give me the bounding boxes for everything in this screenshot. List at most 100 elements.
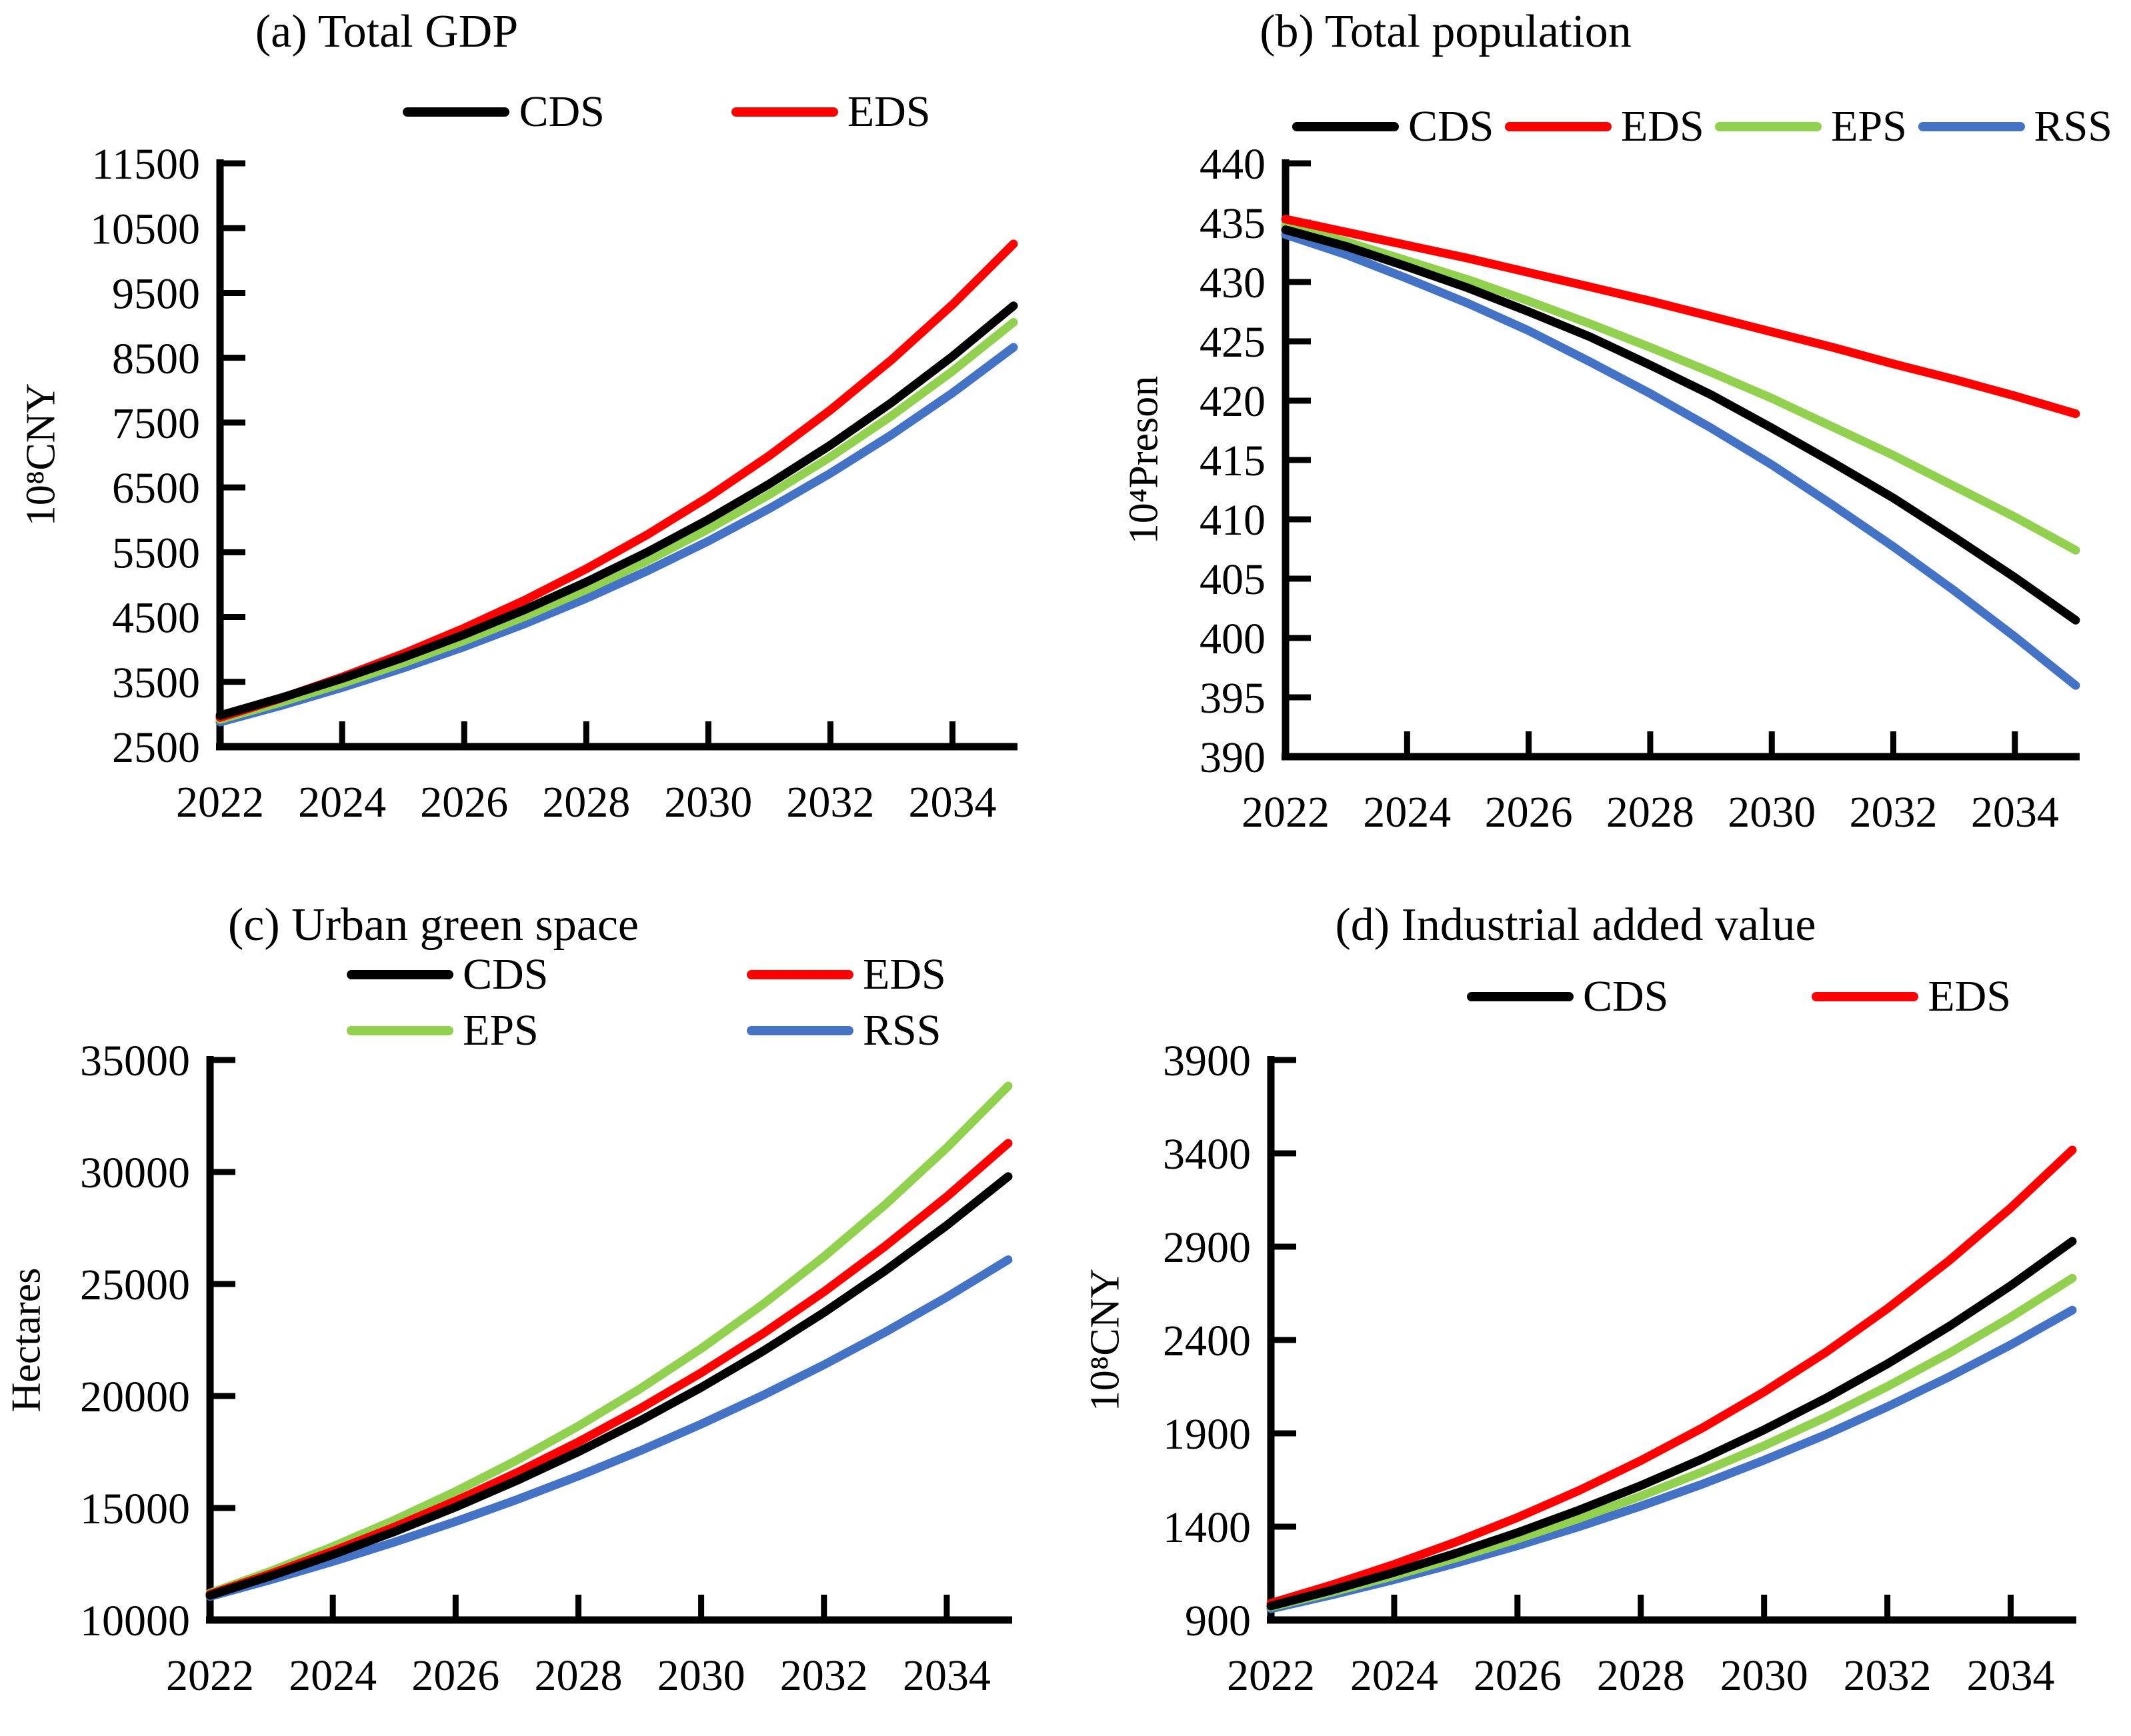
x-tick-label: 2022 xyxy=(1242,788,1330,837)
legend-item-cds: CDS xyxy=(1466,971,1669,1022)
legend-item-cds: CDS xyxy=(1292,101,1494,152)
x-tick-label: 2034 xyxy=(1971,788,2059,837)
x-tick-label: 2022 xyxy=(166,1651,254,1700)
x-tick-label: 2024 xyxy=(1363,788,1451,837)
panel-title: (c) Urban green space xyxy=(227,899,639,951)
y-tick-label: 10500 xyxy=(90,205,200,253)
legend-label: CDS xyxy=(519,87,605,136)
legend-item-eds: EDS xyxy=(1504,101,1704,152)
legend-label: CDS xyxy=(1582,972,1669,1021)
x-tick-label: 2028 xyxy=(1606,788,1694,837)
legend-label: RSS xyxy=(863,1006,941,1055)
y-tick-label: 400 xyxy=(1200,615,1266,663)
y-tick-label: 3400 xyxy=(1163,1130,1251,1179)
x-tick-label: 2032 xyxy=(786,778,874,827)
x-tick-label: 2022 xyxy=(176,778,264,827)
legend-label: EDS xyxy=(863,950,946,999)
legend-label: EDS xyxy=(1928,972,2012,1021)
legend-item-eds: EDS xyxy=(747,949,946,1000)
y-tick-label: 440 xyxy=(1200,140,1266,189)
legend-line-swatch-rss xyxy=(1918,122,2025,131)
legend-line-swatch-rss xyxy=(747,1026,853,1035)
legend-item-rss: RSS xyxy=(1918,101,2112,152)
legend-line-swatch-cds xyxy=(1466,992,1574,1001)
legend-line-swatch-eds xyxy=(747,970,853,979)
legend-line-swatch-eds xyxy=(1812,992,1919,1001)
series-line-eds xyxy=(1281,215,2080,419)
y-tick-label: 420 xyxy=(1200,377,1266,426)
x-tick-label: 2024 xyxy=(289,1651,377,1700)
series-line-cds xyxy=(205,1172,1013,1600)
series-line-eds xyxy=(205,1139,1013,1599)
y-tick-label: 405 xyxy=(1200,555,1266,604)
series-line-cds xyxy=(1266,1237,2077,1611)
y-tick-label: 15000 xyxy=(80,1485,190,1533)
y-tick-label: 20000 xyxy=(80,1373,190,1421)
panel-total-population: 390 395 400 405 410 415 420 425 430 435 440 2022 202… xyxy=(1066,0,2131,868)
x-tick-label: 2032 xyxy=(1844,1651,1932,1700)
panel-title: (b) Total population xyxy=(1260,6,1632,57)
series-line-cds xyxy=(215,301,1018,720)
series-line-rss xyxy=(205,1255,1013,1601)
y-tick-label: 3900 xyxy=(1163,1037,1251,1085)
legend: CDS EDS EPS RSS xyxy=(347,949,946,1056)
y-tick-label: 9500 xyxy=(112,270,200,319)
x-tick-label: 2026 xyxy=(1474,1651,1562,1700)
legend-item-eps: EPS xyxy=(1715,101,1907,152)
series-line-eps xyxy=(205,1081,1013,1598)
legend-item-cds: CDS xyxy=(403,87,605,137)
legend-line-swatch-eps xyxy=(347,1026,453,1035)
x-tick-label: 2026 xyxy=(411,1651,499,1700)
y-tick-label: 390 xyxy=(1200,733,1266,782)
x-tick-label: 2028 xyxy=(534,1651,622,1700)
y-tick-label: 435 xyxy=(1200,199,1266,248)
series-line-eps xyxy=(215,317,1018,724)
y-tick-label: 1400 xyxy=(1163,1503,1251,1552)
y-tick-label: 30000 xyxy=(80,1149,190,1197)
legend-item-eds: EDS xyxy=(1812,971,2011,1022)
total-gdp-chart-svg: 2500 3500 4500 5500 6500 7500 8500 9500 10500 115… xyxy=(90,140,1018,827)
x-tick-label: 2032 xyxy=(1850,788,1938,837)
x-tick-label: 2034 xyxy=(903,1651,991,1700)
x-tick-label: 2030 xyxy=(1720,1651,1808,1700)
x-tick-label: 2034 xyxy=(1967,1651,2055,1700)
y-axis-label: 10⁸CNY xyxy=(18,383,64,527)
legend: CDS EDS EPS RSS xyxy=(1292,101,2112,152)
legend: CDS EDS xyxy=(1339,971,2131,1022)
y-tick-label: 2500 xyxy=(112,723,200,772)
series-line-cds xyxy=(1281,225,2080,625)
y-tick-label: 425 xyxy=(1200,318,1266,367)
x-tick-label: 2028 xyxy=(542,778,630,827)
legend-label: EPS xyxy=(463,1006,539,1055)
y-tick-label: 10000 xyxy=(80,1597,190,1645)
legend-item-cds: CDS xyxy=(347,949,747,1000)
x-tick-label: 2022 xyxy=(1227,1651,1315,1700)
total-population-chart-svg: 390 395 400 405 410 415 420 425 430 435 440 2022 202… xyxy=(1200,140,2080,837)
y-tick-label: 5500 xyxy=(112,529,200,577)
x-tick-label: 2030 xyxy=(657,1651,745,1700)
panel-industrial-added-value: 900 1400 1900 2400 2900 3400 3900 2022 2024 2026 2… xyxy=(1066,868,2131,1736)
legend-line-swatch-cds xyxy=(1292,122,1399,131)
legend-line-swatch-eds xyxy=(731,107,838,117)
series-line-rss xyxy=(1281,230,2080,690)
panel-title: (a) Total GDP xyxy=(255,6,519,57)
x-tick-label: 2032 xyxy=(780,1651,868,1700)
y-tick-label: 3500 xyxy=(112,659,200,707)
y-axis-label: 10⁴Preson xyxy=(1121,375,1167,545)
panel-title: (d) Industrial added value xyxy=(1335,899,1816,951)
y-axis-label: 10⁸CNY xyxy=(1082,1268,1128,1412)
legend-label: CDS xyxy=(1408,102,1494,151)
panel-urban-green-space: 10000 15000 20000 25000 30000 35000 2022 2024 20… xyxy=(0,868,1066,1736)
urban-green-space-chart-svg: 10000 15000 20000 25000 30000 35000 2022 2024 20… xyxy=(80,1037,1013,1700)
legend-label: RSS xyxy=(2034,102,2112,151)
y-tick-label: 4500 xyxy=(112,594,200,643)
y-tick-label: 1900 xyxy=(1163,1410,1251,1459)
series-line-eds xyxy=(1266,1145,2077,1608)
y-axis-label: Hectares xyxy=(3,1267,49,1413)
legend-label: EDS xyxy=(1620,102,1704,151)
x-tick-label: 2030 xyxy=(664,778,752,827)
y-tick-label: 11500 xyxy=(91,140,200,189)
x-tick-label: 2024 xyxy=(298,778,386,827)
x-tick-label: 2030 xyxy=(1728,788,1816,837)
